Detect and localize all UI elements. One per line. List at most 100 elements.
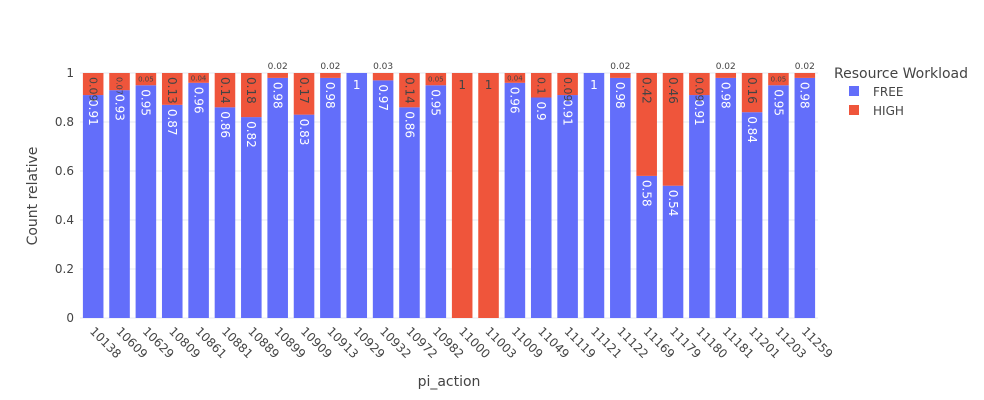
- bar-high-11201[interactable]: [741, 73, 763, 113]
- bar-free-10889[interactable]: [241, 117, 262, 318]
- bar-label-high-10972: 0.14: [402, 77, 416, 104]
- bar-label-free-10609: 0.93: [112, 94, 126, 121]
- bar-free-11201[interactable]: [741, 112, 763, 318]
- bar-free-10629[interactable]: [135, 85, 157, 318]
- bar-free-10809[interactable]: [161, 104, 183, 318]
- bar-label-free-11180: 0.91: [692, 99, 706, 126]
- bar-high-11181[interactable]: [715, 73, 737, 78]
- bar-label-free-11049: 0.9: [534, 102, 548, 121]
- bar-free-11181[interactable]: [715, 77, 737, 319]
- bar-high-11259[interactable]: [794, 73, 816, 78]
- bar-label-high-10809: 0.13: [165, 77, 179, 104]
- bar-label-free-10138: 0.91: [86, 99, 100, 126]
- bar-label-high-11049: 0.1: [534, 77, 547, 95]
- y-tick-label: 0.4: [55, 213, 74, 227]
- bar-label-free-10972: 0.86: [402, 111, 416, 138]
- bar-free-11119[interactable]: [557, 95, 578, 318]
- bar-free-11121[interactable]: [583, 73, 605, 318]
- bar-high-11000[interactable]: [451, 73, 473, 318]
- bar-free-10609[interactable]: [109, 90, 130, 319]
- bar-high-10609[interactable]: [109, 73, 130, 91]
- bar-free-10972[interactable]: [399, 107, 420, 318]
- bar-high-10913[interactable]: [320, 73, 341, 78]
- bar-high-11119[interactable]: [557, 73, 578, 96]
- bar-free-10138[interactable]: [82, 95, 104, 318]
- bar-free-11259[interactable]: [794, 77, 816, 319]
- bar-labels: 0.910.090.930.070.950.050.870.13 0.960.04…: [86, 62, 815, 216]
- bar-label-free-11259: 0.98: [798, 82, 812, 109]
- bar-label-free-10899: 0.98: [270, 82, 284, 109]
- bar-label-free-10913: 0.98: [323, 82, 337, 109]
- bar-high-10629[interactable]: [135, 73, 157, 86]
- bar-label-free-11009: 0.96: [508, 87, 522, 114]
- bar-high-10909[interactable]: [293, 73, 315, 115]
- bar-label-free-10982: 0.95: [429, 89, 443, 116]
- bar-free-11049[interactable]: [530, 97, 552, 319]
- bar-label-high-10899: 0.02: [268, 62, 288, 72]
- bar-label-high-11180: 0.09: [693, 77, 706, 102]
- legend-label-high[interactable]: HIGH: [873, 104, 904, 118]
- bar-high-11169[interactable]: [636, 73, 657, 176]
- bar-high-11009[interactable]: [504, 73, 526, 83]
- bar-label-high-11119: 0.09: [561, 77, 574, 102]
- bar-free-10982[interactable]: [425, 85, 447, 318]
- bar-free-10932[interactable]: [372, 80, 394, 318]
- bar-label-high-10138: 0.09: [86, 77, 99, 102]
- bar-free-11122[interactable]: [610, 77, 631, 319]
- bar-free-10929[interactable]: [346, 73, 368, 318]
- bar-free-11180[interactable]: [689, 95, 710, 318]
- bar-high-11049[interactable]: [530, 73, 552, 98]
- bar-high-11179[interactable]: [662, 73, 684, 186]
- bar-high-11203[interactable]: [768, 73, 789, 86]
- bar-high-10972[interactable]: [399, 73, 420, 108]
- bar-high-10861[interactable]: [188, 73, 209, 83]
- bar-high-10881[interactable]: [214, 73, 236, 108]
- bar-free-10899[interactable]: [267, 77, 288, 319]
- legend-label-free[interactable]: FREE: [873, 85, 903, 99]
- bar-label-high-10629: 0.05: [138, 76, 154, 84]
- legend-swatch-high[interactable]: [849, 105, 859, 115]
- bar-high-10809[interactable]: [161, 73, 183, 105]
- bar-high-10138[interactable]: [82, 73, 104, 96]
- bar-high-11180[interactable]: [689, 73, 710, 96]
- bar-label-high-11122: 0.02: [610, 62, 630, 72]
- bar-label-high-11000: 1: [458, 78, 466, 92]
- bar-label-high-11003: 1: [485, 78, 493, 92]
- bar-label-high-10913: 0.02: [320, 62, 340, 72]
- y-tick-label: 1: [66, 66, 74, 80]
- bar-free-11203[interactable]: [768, 85, 789, 318]
- bar-label-high-11179: 0.46: [666, 77, 680, 104]
- bar-high-10982[interactable]: [425, 73, 447, 86]
- bar-high-11122[interactable]: [610, 73, 631, 78]
- bar-label-free-10889: 0.82: [244, 121, 258, 148]
- bar-label-free-11179: 0.54: [666, 190, 680, 217]
- legend: Resource Workload FREE HIGH: [834, 66, 968, 118]
- bar-label-high-11201: 0.16: [745, 77, 759, 104]
- legend-swatch-free[interactable]: [849, 86, 859, 96]
- y-tick-labels: 0 0.2 0.4 0.6 0.8 1: [55, 66, 74, 325]
- bar-free-11179[interactable]: [662, 185, 684, 318]
- bar-label-free-10861: 0.96: [191, 87, 205, 114]
- bar-free-10881[interactable]: [214, 107, 236, 318]
- bar-label-high-10889: 0.18: [244, 77, 258, 104]
- bar-label-free-11122: 0.98: [613, 82, 627, 109]
- bar-label-free-10881: 0.86: [218, 111, 232, 138]
- y-tick-label: 0.8: [55, 115, 74, 129]
- bar-free-11009[interactable]: [504, 82, 526, 318]
- bar-high-10932[interactable]: [372, 73, 394, 81]
- bar-label-high-11181: 0.02: [716, 62, 736, 72]
- bar-label-free-10929: 1: [353, 78, 361, 92]
- bar-free-10861[interactable]: [188, 82, 209, 318]
- legend-title: Resource Workload: [834, 66, 968, 82]
- bar-label-free-11119: 0.91: [560, 99, 574, 126]
- bar-high-11003[interactable]: [478, 73, 499, 318]
- bar-free-11169[interactable]: [636, 175, 657, 318]
- bar-high-10889[interactable]: [241, 73, 262, 118]
- bar-free-10913[interactable]: [320, 77, 341, 319]
- bar-label-free-11203: 0.95: [771, 89, 785, 116]
- bar-free-10909[interactable]: [293, 114, 315, 319]
- x-tick-labels: 1013810609106291080910861108811088910899…: [87, 324, 836, 361]
- bar-high-10899[interactable]: [267, 73, 288, 78]
- y-axis-title: Count relative: [25, 147, 41, 246]
